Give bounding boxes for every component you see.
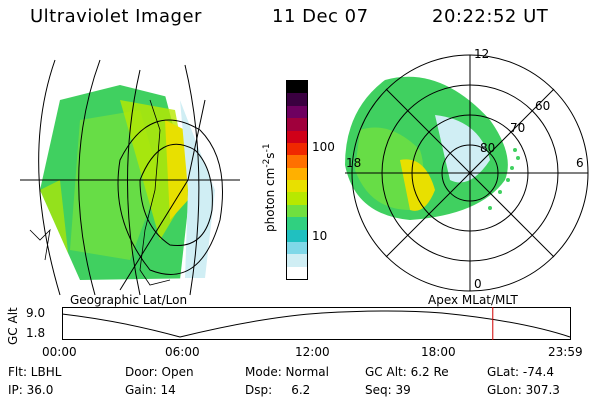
colorbar-swatch — [287, 130, 307, 143]
colorbar-swatch — [287, 118, 307, 131]
colorbar-unit: photon cm-2s-1 — [262, 143, 277, 232]
info-gain: Gain: 14 — [125, 383, 176, 397]
info-door: Door: Open — [125, 365, 194, 379]
timeline-xtick: 23:59 — [548, 345, 583, 359]
colorbar-tick: 100 — [312, 140, 335, 154]
mlat-label: 80 — [480, 141, 495, 155]
info-mode: Mode: Normal — [245, 365, 329, 379]
colorbar-tick: 10 — [312, 229, 328, 243]
apex-polar-image: 12 18 6 0 60 70 80 — [345, 47, 589, 292]
timeline-ytick: 1.8 — [26, 326, 46, 340]
colorbar-swatch — [287, 81, 307, 94]
mlat-label: 70 — [510, 121, 525, 135]
mlt-label: 6 — [576, 156, 584, 170]
info-seq: Seq: 39 — [365, 383, 411, 397]
colorbar-swatch — [287, 217, 307, 230]
date-label: 11 Dec 07 — [272, 6, 369, 27]
colorbar-swatch — [287, 204, 307, 218]
colorbar-swatch — [287, 105, 307, 119]
colorbar-swatch — [287, 167, 307, 180]
colorbar — [286, 80, 308, 280]
colorbar-swatch — [287, 229, 307, 242]
timeline-ylabel: GC Alt — [6, 307, 20, 345]
colorbar-swatch — [287, 266, 307, 279]
geo-panel-label: Geographic Lat/Lon — [70, 293, 188, 307]
info-flt: Flt: LBHL — [8, 365, 62, 379]
mlat-label: 60 — [535, 99, 550, 113]
info-gc-alt: GC Alt: 6.2 Re — [365, 365, 449, 379]
colorbar-swatch — [287, 241, 307, 255]
colorbar-swatch — [287, 142, 307, 156]
colorbar-swatch — [287, 192, 307, 205]
timeline-xtick: 12:00 — [295, 345, 330, 359]
info-glon: GLon: 307.3 — [487, 383, 560, 397]
info-glat: GLat: -74.4 — [487, 365, 554, 379]
altitude-timeline — [62, 307, 571, 340]
instrument-title: Ultraviolet Imager — [30, 6, 202, 27]
info-dsp: Dsp: 6.2 — [245, 383, 311, 397]
mlt-label: 12 — [474, 47, 489, 61]
timeline-ytick: 9.0 — [26, 306, 46, 320]
timeline-xtick: 00:00 — [42, 345, 77, 359]
geographic-image — [20, 59, 240, 296]
colorbar-swatch — [287, 93, 307, 106]
colorbar-swatch — [287, 180, 307, 193]
apex-panel-label: Apex MLat/MLT — [428, 293, 518, 307]
timeline-xtick: 18:00 — [421, 345, 456, 359]
mlt-label: 0 — [474, 277, 482, 291]
colorbar-swatch — [287, 254, 307, 267]
info-ip: IP: 36.0 — [8, 383, 54, 397]
colorbar-swatch — [287, 155, 307, 168]
mlt-label: 18 — [346, 156, 361, 170]
timeline-xtick: 06:00 — [165, 345, 200, 359]
time-label: 20:22:52 UT — [432, 6, 549, 27]
